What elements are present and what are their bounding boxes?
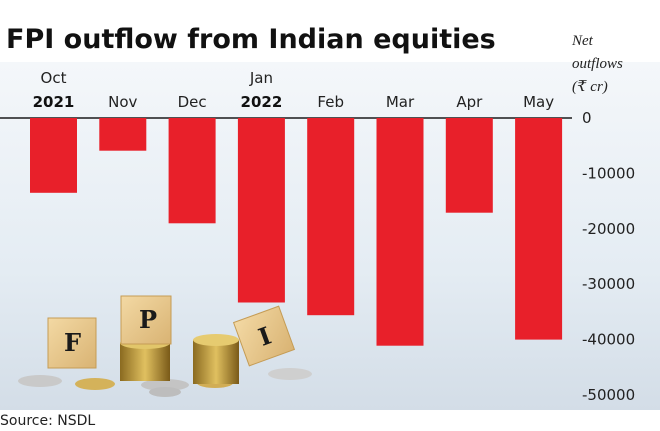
- bar-mar: [376, 118, 424, 346]
- month-labels: Oct 2021 Nov Dec Jan 2022 Feb Mar Apr May: [33, 69, 555, 111]
- month-label-dec: Dec: [178, 93, 207, 111]
- unit-label-line-3: (₹ cr): [572, 79, 608, 95]
- month-label-jan: Jan: [249, 69, 273, 87]
- y-tick-label: -20000: [582, 220, 635, 238]
- block-i: I: [232, 305, 296, 367]
- block-f-letter: F: [64, 328, 81, 357]
- block-p: P: [120, 295, 172, 345]
- bar-jan: [237, 118, 285, 303]
- y-tick-label: -30000: [582, 275, 635, 293]
- month-label-may: May: [523, 93, 554, 111]
- y-tick-label: -50000: [582, 386, 635, 404]
- month-label-feb: Feb: [317, 93, 344, 111]
- y-axis-ticks: 0 -10000 -20000 -30000 -40000 -50000: [582, 109, 635, 404]
- block-p-letter: P: [139, 305, 157, 334]
- unit-label-line-2: outflows: [572, 56, 623, 72]
- year-label-2021: 2021: [33, 93, 75, 111]
- fpi-coins-illustration: F P I: [18, 295, 312, 397]
- bar-dec: [168, 118, 216, 224]
- month-label-nov: Nov: [108, 93, 137, 111]
- source-note: Source: NSDL: [0, 413, 95, 429]
- bar-oct: [30, 118, 77, 193]
- block-f: F: [47, 317, 97, 369]
- bar-nov: [99, 118, 147, 151]
- y-tick-label: 0: [582, 109, 592, 127]
- chart-title: FPI outflow from Indian equities: [6, 24, 496, 55]
- year-label-2022: 2022: [241, 93, 283, 111]
- bars: [30, 118, 563, 346]
- month-label-apr: Apr: [456, 93, 483, 111]
- bar-apr: [445, 118, 493, 213]
- unit-label-line-1: Net: [571, 33, 594, 49]
- unit-label: Net outflows (₹ cr): [571, 33, 623, 95]
- y-tick-label: -40000: [582, 331, 635, 349]
- y-tick-label: -10000: [582, 164, 635, 182]
- bar-may: [515, 118, 563, 340]
- bar-feb: [307, 118, 355, 316]
- month-label-oct: Oct: [41, 69, 67, 87]
- month-label-mar: Mar: [386, 93, 415, 111]
